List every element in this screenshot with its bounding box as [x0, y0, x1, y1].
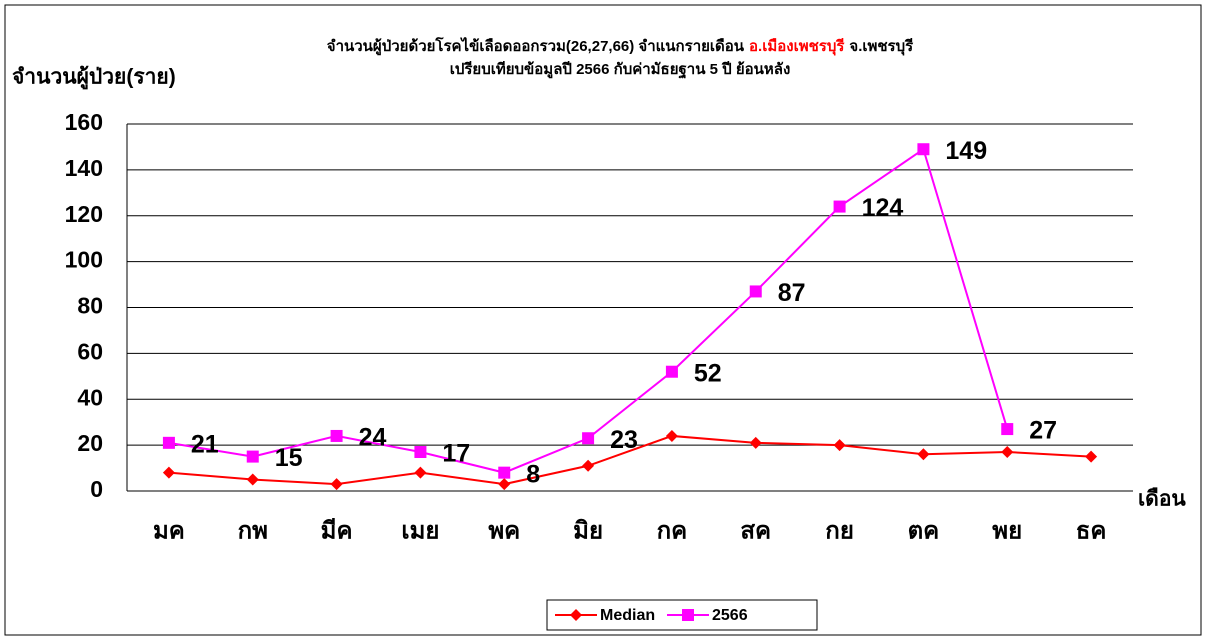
marker	[582, 459, 595, 472]
y-tick-label: 60	[77, 338, 103, 364]
marker	[749, 436, 762, 449]
marker	[246, 450, 259, 463]
x-axis-label: เดือน	[1138, 487, 1186, 511]
y-tick-label: 140	[65, 155, 103, 181]
data-label: 52	[694, 359, 722, 387]
data-label: 124	[862, 194, 904, 222]
x-tick-label: พค	[488, 517, 520, 544]
marker	[917, 448, 930, 461]
marker	[414, 466, 427, 479]
marker	[917, 143, 930, 156]
x-tick-label: มีค	[321, 517, 353, 544]
chart-border	[4, 4, 1202, 636]
y-tick-label: 0	[90, 476, 103, 502]
title-part: จำนวนผู้ป่วยด้วยโรคไข้เลือดออกรวม(26,27,…	[327, 36, 745, 56]
series-line	[168, 434, 1092, 486]
marker	[1001, 446, 1014, 459]
marker	[330, 478, 343, 491]
title-part: จ.เพชรบุรี	[849, 38, 914, 56]
x-tick-label: สค	[740, 517, 771, 544]
marker	[570, 609, 582, 621]
data-label: 23	[610, 426, 638, 454]
marker	[1001, 423, 1014, 436]
x-tick-label: มิย	[573, 517, 603, 544]
y-tick-label: 80	[77, 293, 103, 319]
marker	[330, 429, 343, 442]
marker	[582, 432, 595, 445]
marker	[833, 439, 846, 452]
marker	[498, 466, 511, 479]
data-label: 21	[191, 430, 219, 458]
marker	[246, 473, 259, 486]
marker	[162, 466, 175, 479]
data-label: 87	[778, 279, 806, 307]
marker	[1085, 450, 1098, 463]
y-axis-label: จำนวนผู้ป่วย(ราย)	[12, 65, 176, 91]
y-tick-label: 40	[77, 384, 103, 410]
y-tick-label: 120	[65, 201, 103, 227]
x-tick-label: ตค	[908, 517, 940, 544]
x-tick-label: เมย	[401, 517, 439, 544]
marker	[498, 478, 511, 491]
chart-title: จำนวนผู้ป่วยด้วยโรคไข้เลือดออกรวม(26,27,…	[327, 36, 914, 56]
marker	[665, 365, 678, 378]
marker	[665, 429, 678, 442]
data-label: 149	[945, 137, 987, 165]
x-tick-label: กย	[825, 517, 854, 544]
x-tick-label: ธค	[1076, 517, 1107, 544]
x-tick-label: มค	[153, 517, 185, 544]
marker	[162, 436, 175, 449]
data-label: 8	[526, 460, 540, 488]
marker	[749, 285, 762, 298]
y-tick-label: 160	[65, 109, 103, 135]
y-tick-label: 20	[77, 430, 103, 456]
x-tick-label: กค	[657, 517, 688, 544]
data-label: 27	[1029, 417, 1057, 445]
x-tick-label: กพ	[238, 517, 268, 544]
marker	[833, 200, 846, 213]
legend-label: 2566	[712, 607, 748, 624]
title-highlight: อ.เมืองเพชรบุรี	[749, 38, 845, 56]
chart-subtitle: เปรียบเทียบข้อมูลปี 2566 กับค่ามัธยฐาน 5…	[450, 61, 791, 79]
data-label: 24	[359, 424, 387, 452]
marker	[682, 609, 694, 621]
x-tick-label: พย	[992, 517, 1022, 544]
y-tick-label: 100	[65, 247, 103, 273]
data-label: 17	[442, 440, 470, 468]
data-label: 15	[275, 444, 303, 472]
marker	[414, 446, 427, 459]
legend-label: Median	[600, 607, 655, 624]
